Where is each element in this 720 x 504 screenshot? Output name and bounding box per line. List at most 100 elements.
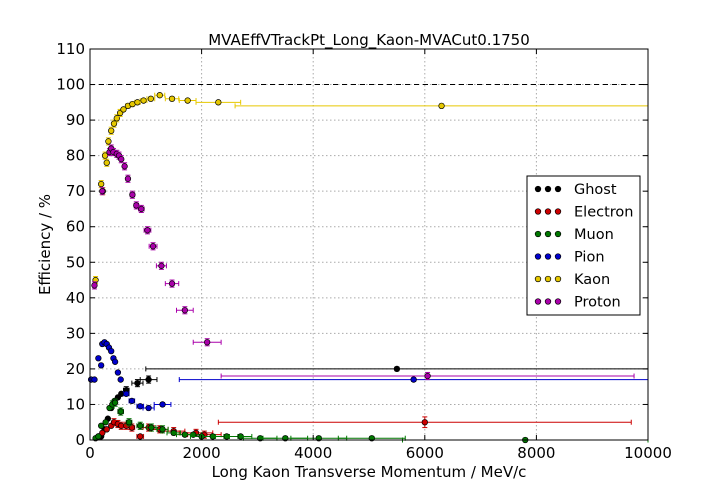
- y-tick-label: 70: [66, 182, 85, 200]
- legend-label: Kaon: [574, 272, 610, 288]
- data-point: [215, 99, 222, 106]
- legend-marker: [534, 230, 542, 238]
- data-point: [147, 95, 154, 102]
- data-point: [123, 390, 130, 397]
- series-pion: [87, 339, 649, 412]
- data-point: [209, 433, 216, 440]
- y-axis-label: Efficiency / %: [36, 194, 54, 295]
- data-point: [145, 404, 152, 412]
- legend-box: [526, 175, 641, 316]
- data-point: [168, 280, 176, 287]
- series-proton: [91, 144, 635, 381]
- data-point: [170, 429, 177, 437]
- data-point: [144, 227, 151, 234]
- data-point: [438, 102, 445, 110]
- data-point: [204, 339, 211, 346]
- series-kaon: [92, 92, 649, 285]
- legend-label: Proton: [574, 295, 621, 311]
- y-tick-label: 90: [66, 111, 85, 129]
- data-point: [111, 399, 119, 406]
- legend-marker: [554, 253, 562, 260]
- data-point: [181, 307, 189, 314]
- legend-label: Pion: [574, 250, 605, 266]
- data-point: [118, 156, 125, 163]
- data-point: [103, 426, 110, 433]
- data-point: [184, 97, 191, 104]
- data-point: [98, 422, 105, 429]
- data-series: [87, 92, 649, 444]
- legend-marker: [554, 185, 562, 193]
- x-tick-label: 10000: [624, 444, 672, 462]
- data-point: [168, 95, 176, 102]
- data-point: [223, 433, 230, 440]
- x-tick-label: 2000: [183, 444, 221, 462]
- data-point: [237, 433, 244, 440]
- legend-marker: [534, 298, 542, 305]
- chart-title: MVAEffVTrackPt_Long_Kaon-MVACut0.1750: [208, 31, 530, 50]
- x-tick-label: 6000: [406, 444, 444, 462]
- data-point: [149, 243, 157, 250]
- data-point: [103, 159, 110, 166]
- data-point: [140, 97, 147, 104]
- legend-item-muon: Muon: [534, 227, 614, 243]
- x-tick-label: 0: [85, 444, 95, 462]
- data-point: [95, 433, 102, 440]
- y-tick-label: 100: [56, 76, 85, 94]
- data-point: [421, 419, 428, 426]
- legend-label: Electron: [574, 205, 633, 221]
- data-point: [156, 92, 163, 99]
- legend-marker: [534, 253, 542, 260]
- y-tick-label: 30: [66, 324, 85, 342]
- data-point: [117, 408, 124, 415]
- data-point: [393, 365, 401, 373]
- data-point: [125, 419, 133, 426]
- legend-marker: [544, 185, 552, 193]
- data-point: [99, 429, 106, 437]
- legend-marker: [544, 230, 552, 238]
- data-point: [114, 369, 122, 376]
- legend-item-pion: Pion: [534, 250, 605, 266]
- y-tick-label: 110: [56, 40, 85, 58]
- legend: Ghost Electron Muon Pion Kaon Proton: [526, 175, 641, 316]
- data-point: [134, 379, 141, 387]
- data-point: [91, 376, 98, 383]
- legend-marker: [534, 275, 542, 283]
- legend-marker: [554, 275, 562, 283]
- legend-item-electron: Electron: [534, 205, 633, 221]
- data-point: [137, 433, 144, 440]
- data-point: [91, 282, 98, 289]
- data-point: [108, 127, 115, 134]
- y-tick-label: 10: [66, 395, 85, 413]
- data-point: [121, 163, 128, 170]
- legend-item-ghost: Ghost: [534, 182, 617, 198]
- legend-marker: [554, 298, 562, 305]
- legend-item-proton: Proton: [534, 295, 621, 311]
- x-tick-label: 8000: [517, 444, 555, 462]
- legend-marker: [554, 230, 562, 238]
- data-point: [137, 422, 144, 429]
- legend-marker: [534, 208, 542, 215]
- data-point: [410, 376, 417, 383]
- y-tick-label: 50: [66, 253, 85, 271]
- x-tick-label: 4000: [294, 444, 332, 462]
- data-point: [108, 347, 115, 355]
- data-point: [159, 426, 166, 433]
- data-point: [95, 355, 102, 362]
- legend-marker: [554, 208, 562, 215]
- data-point: [138, 205, 145, 213]
- data-point: [124, 175, 132, 182]
- y-tick-label: 40: [66, 289, 85, 307]
- legend-marker: [544, 208, 552, 215]
- data-point: [424, 372, 431, 380]
- data-point: [98, 362, 105, 369]
- legend-item-kaon: Kaon: [534, 272, 610, 288]
- axis-ticks: 0 2000 4000 6000 8000 10000 0 10 20 30 40 50 60 70 80 9…: [56, 40, 672, 462]
- data-point: [105, 138, 112, 145]
- plot-frame: [89, 48, 649, 441]
- x-axis-label: Long Kaon Transverse Momentum / MeV/c: [212, 463, 527, 481]
- data-point: [158, 262, 165, 269]
- data-point: [98, 180, 105, 188]
- data-point: [145, 376, 152, 383]
- data-point: [129, 191, 136, 198]
